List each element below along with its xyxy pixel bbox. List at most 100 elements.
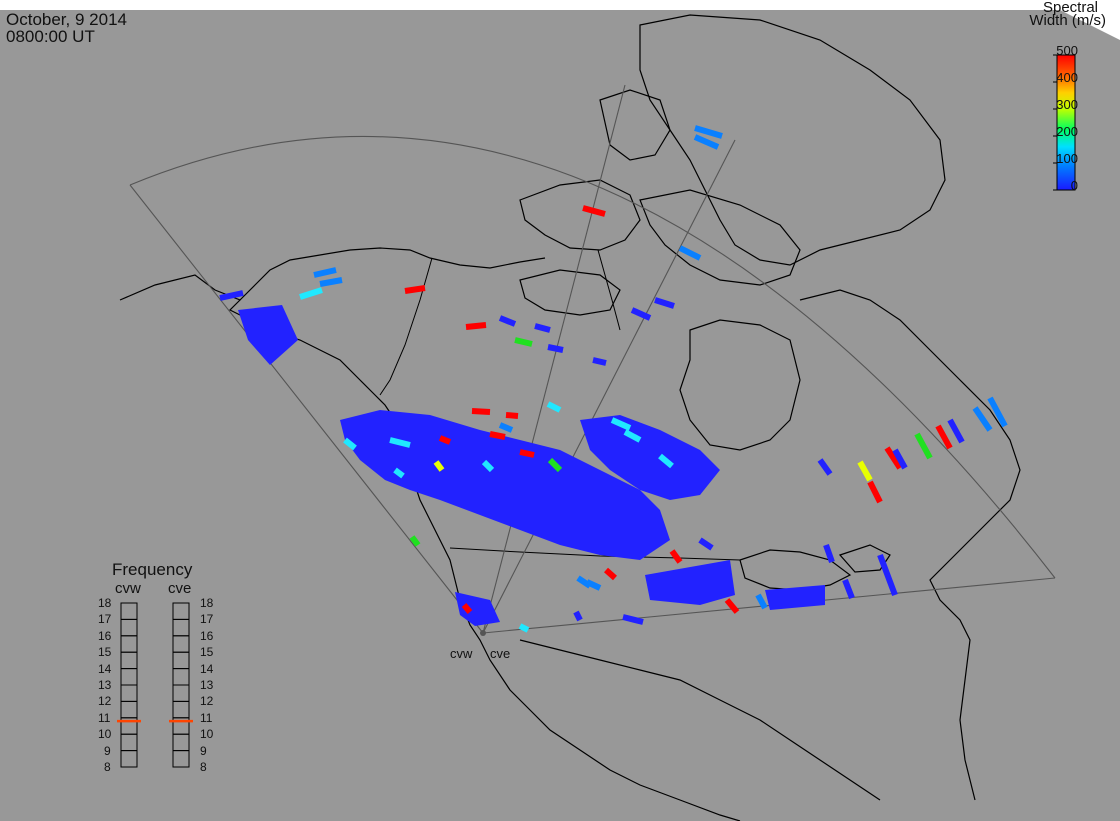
colorbar-tick-label: 100 [1056, 151, 1078, 166]
echo-segment [498, 315, 517, 327]
echo-segment [498, 422, 514, 433]
frequency-tick-left: 12 [98, 694, 112, 709]
colorbar-title-line1: Spectral [1042, 0, 1098, 16]
site-label-cvw: cvw [450, 646, 473, 661]
frequency-tick-right: 16 [200, 628, 214, 643]
echo-segment [433, 460, 445, 472]
frequency-cell [172, 618, 190, 637]
border-alaska-canada [379, 257, 433, 396]
echo-segment [219, 290, 244, 301]
echo-segment [604, 567, 617, 581]
frequency-cell [120, 750, 138, 768]
frequency-label-cvw: cvw [115, 580, 141, 597]
echo-patch-alaska [238, 305, 298, 365]
frequency-cell [172, 700, 190, 719]
echo-segment [724, 598, 740, 614]
echo-segment [514, 337, 533, 347]
echo-segment [867, 480, 883, 504]
echo-segment [547, 344, 564, 353]
echo-segment [892, 448, 908, 470]
echo-segment [313, 267, 337, 278]
echo-segment [393, 467, 405, 479]
echo-segment [389, 437, 411, 448]
echo-band-polygon-2 [580, 415, 720, 500]
frequency-tick-right: 12 [200, 694, 214, 709]
echo-patch-near-radar [455, 592, 500, 626]
echo-segment [534, 323, 551, 333]
frequency-tick-left: 18 [98, 596, 112, 610]
frequency-tick-right: 15 [200, 645, 214, 660]
frequency-cell [120, 700, 138, 719]
echo-segment [947, 418, 965, 444]
echo-segment [592, 357, 607, 366]
coastline-arctic-islands [519, 179, 641, 251]
frequency-cell [172, 668, 190, 686]
echo-segment [409, 535, 421, 547]
echo-segment [585, 579, 602, 591]
echo-segment [299, 287, 323, 300]
echo-band-polygon [340, 410, 670, 560]
echo-segment [461, 603, 473, 614]
echo-segment [438, 435, 452, 445]
echo-segment [987, 396, 1008, 428]
coastline-greenland [639, 14, 946, 266]
site-label-cve: cve [490, 646, 511, 661]
top-strip [0, 0, 1120, 10]
frequency-cell [172, 635, 190, 653]
echo-segment [842, 578, 855, 600]
coastline-great-lakes [739, 549, 852, 591]
echo-segment [518, 623, 530, 633]
frequency-tick-left: 10 [98, 727, 112, 742]
frequency-tick-right: 9 [200, 743, 207, 758]
frequency-tick-left: 9 [104, 743, 111, 758]
frequency-cell [120, 651, 138, 670]
border-us-canada [449, 547, 741, 561]
colorbar-gradient [1056, 54, 1076, 191]
coastline-hudson [679, 319, 801, 451]
echo-segment [519, 449, 535, 458]
colorbar-tick-label: 0 [1070, 178, 1078, 193]
frequency-cell [172, 733, 190, 752]
frequency-cell [172, 750, 190, 768]
coastlines [119, 14, 1021, 821]
frequency-tick-left: 11 [98, 710, 111, 725]
fov-cve-left [482, 84, 626, 634]
frequency-title: Frequency [112, 560, 193, 579]
frequency-tick-right: 18 [200, 596, 214, 610]
border-hudson-line [597, 249, 621, 331]
echo-segment [972, 406, 993, 432]
echo-segment [630, 307, 652, 321]
radar-site-dot [480, 630, 486, 636]
echo-segment [914, 432, 933, 460]
echo-segment [471, 408, 491, 415]
colorbar-tick-marks [1053, 54, 1057, 191]
frequency-label-cve: cve [168, 580, 192, 597]
coastline-us-south [519, 639, 881, 801]
frequency-cell [120, 618, 138, 637]
echo-segment [817, 458, 833, 476]
frequency-tick-right: 13 [200, 678, 214, 692]
echo-patch-east [645, 560, 735, 605]
echo-segment [622, 614, 644, 625]
echo-segment [547, 457, 563, 473]
echo-segment [343, 437, 357, 451]
frequency-tick-left: 13 [98, 678, 112, 692]
frequency-cell [120, 635, 138, 653]
echo-segments [219, 125, 1008, 633]
colorbar-tick-label: 500 [1056, 43, 1078, 58]
frequency-tick-left: 14 [98, 661, 112, 676]
colorbar [1053, 54, 1076, 191]
echo-segment [404, 285, 426, 294]
colorbar-tick-label: 300 [1056, 97, 1078, 112]
frequency-cell [172, 602, 190, 620]
echoes-main-band [238, 305, 825, 626]
echo-segment [465, 322, 487, 330]
frequency-tick-left: 16 [98, 628, 112, 643]
colorbar-tick-label: 400 [1056, 70, 1078, 85]
echo-segment [623, 429, 642, 443]
echo-segment [489, 431, 506, 440]
echo-segment [658, 453, 674, 469]
echo-segment [654, 297, 675, 309]
echo-segment [694, 125, 723, 139]
frequency-cell [172, 651, 190, 670]
